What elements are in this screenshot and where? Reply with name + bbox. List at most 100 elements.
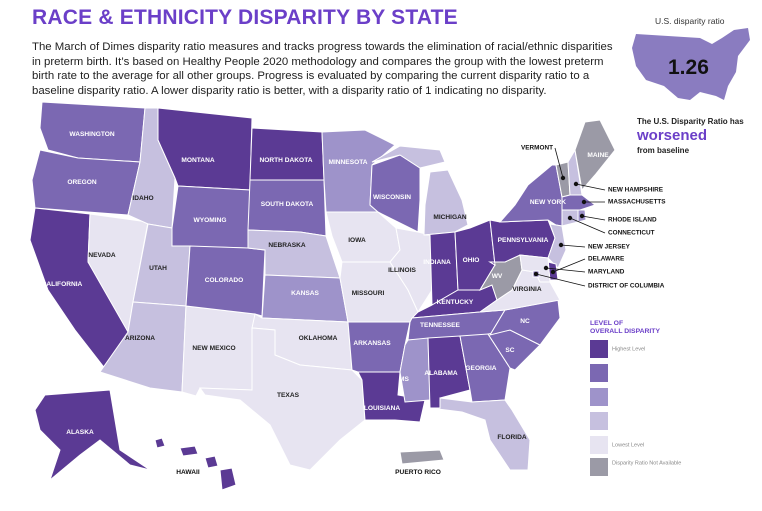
trend: worsened <box>637 127 708 144</box>
state-label: RHODE ISLAND <box>608 217 657 224</box>
state-label: MARYLAND <box>588 269 625 276</box>
state-label: WISCONSIN <box>373 194 411 201</box>
state-label: ILLINOIS <box>388 267 416 274</box>
state-label: MONTANA <box>181 157 214 164</box>
state-label: PUERTO RICO <box>395 469 441 476</box>
state-label: DELAWARE <box>588 256 625 263</box>
state-label: PENNSYLVANIA <box>498 237 549 244</box>
state-label: MAINE <box>587 152 609 159</box>
state-label: MS <box>399 376 409 383</box>
state-shape <box>249 127 325 181</box>
state-label: NEW JERSEY <box>588 244 631 251</box>
legend-title: LEVEL OF <box>590 320 623 327</box>
state-labels: WASHINGTON OREGON CALIFORNIA NEVADA IDAHO MON… <box>42 131 667 476</box>
state-shape <box>357 371 426 423</box>
state-label: NEW MEXICO <box>192 345 235 352</box>
callout-line <box>535 273 586 287</box>
state-label: VERMONT <box>521 145 553 152</box>
callout-dot <box>573 181 579 187</box>
state-label: ARIZONA <box>125 335 155 342</box>
state-label: INDIANA <box>423 259 451 266</box>
state-label: SC <box>505 347 514 354</box>
legend-swatch <box>590 388 608 406</box>
state-label: NEW HAMPSHIRE <box>608 187 664 194</box>
state-label: SOUTH DAKOTA <box>261 201 314 208</box>
state-label: MASSACHUSETTS <box>608 199 666 206</box>
state-shape <box>561 194 597 211</box>
callout-line <box>560 244 586 248</box>
state-shape <box>399 449 445 465</box>
state-label: ALASKA <box>66 429 94 436</box>
legend-title: OVERALL DISPARITY <box>590 328 660 335</box>
us-caption: U.S. disparity ratio <box>655 16 725 26</box>
legend-swatch <box>590 458 608 476</box>
state-shape <box>429 397 531 471</box>
callout-dot <box>558 242 564 248</box>
callout-dot <box>567 215 573 221</box>
callout-dot <box>533 271 539 277</box>
description: The March of Dimes disparity ratio measu… <box>32 41 613 97</box>
state-shape <box>204 455 219 469</box>
state-label: WASHINGTON <box>69 131 115 138</box>
state-label: OREGON <box>67 179 97 186</box>
trend-prefix: The U.S. Disparity Ratio has <box>637 117 744 126</box>
state-label: IDAHO <box>132 195 153 202</box>
state-label: CALIFORNIA <box>42 281 83 288</box>
state-label: KENTUCKY <box>437 299 474 306</box>
callout-line <box>575 183 606 191</box>
state-label: CONNECTICUT <box>608 230 655 237</box>
state-shape <box>371 145 446 169</box>
state-label: OKLAHOMA <box>299 335 338 342</box>
state-label: VIRGINIA <box>512 286 542 293</box>
callout-dot <box>550 269 556 275</box>
callout-dot <box>543 265 549 271</box>
us-icon <box>632 28 750 100</box>
state-label: FLORIDA <box>497 434 527 441</box>
state-shape <box>423 169 469 236</box>
state-label: ALABAMA <box>424 370 458 377</box>
callout-dot <box>581 199 587 205</box>
state-label: COLORADO <box>205 277 243 284</box>
state-label: LOUISIANA <box>364 405 401 412</box>
us-value: 1.26 <box>668 56 709 79</box>
state-label: UTAH <box>149 265 167 272</box>
states <box>29 101 616 491</box>
state-shape <box>347 321 411 373</box>
state-label: DISTRICT OF COLUMBIA <box>588 283 665 290</box>
callout-line <box>545 267 586 273</box>
state-label: NEW YORK <box>530 199 566 206</box>
state-shape <box>199 327 366 471</box>
state-shape <box>154 437 166 449</box>
callout-line <box>554 147 564 179</box>
state-shape <box>261 274 349 323</box>
state-label: KANSAS <box>291 290 319 297</box>
state-shape <box>547 223 567 269</box>
state-label: WV <box>492 273 503 280</box>
title: RACE & ETHNICITY DISPARITY BY STATE <box>32 6 458 29</box>
state-shape <box>574 119 616 192</box>
state-label: HAWAII <box>176 469 200 476</box>
state-shape <box>34 389 151 482</box>
state-label: NEBRASKA <box>268 242 306 249</box>
state-label: ARKANSAS <box>353 340 391 347</box>
legend-label: Disparity Ratio Not Available <box>612 460 681 466</box>
state-label: MISSOURI <box>352 290 385 297</box>
callout-dot <box>579 213 585 219</box>
legend-swatch <box>590 412 608 430</box>
state-shape <box>219 467 237 491</box>
legend-swatch <box>590 436 608 454</box>
state-label: WYOMING <box>194 217 227 224</box>
state-label: NEVADA <box>88 252 116 259</box>
callout-line <box>569 217 606 234</box>
trend-suffix: from baseline <box>637 146 690 155</box>
state-shape <box>247 179 327 237</box>
callout-line <box>581 215 606 221</box>
legend-label: Highest Level <box>612 346 645 352</box>
state-shape <box>179 445 199 457</box>
legend-swatch <box>590 340 608 358</box>
state-label: MICHIGAN <box>433 214 467 221</box>
state-label: OHIO <box>463 257 480 264</box>
